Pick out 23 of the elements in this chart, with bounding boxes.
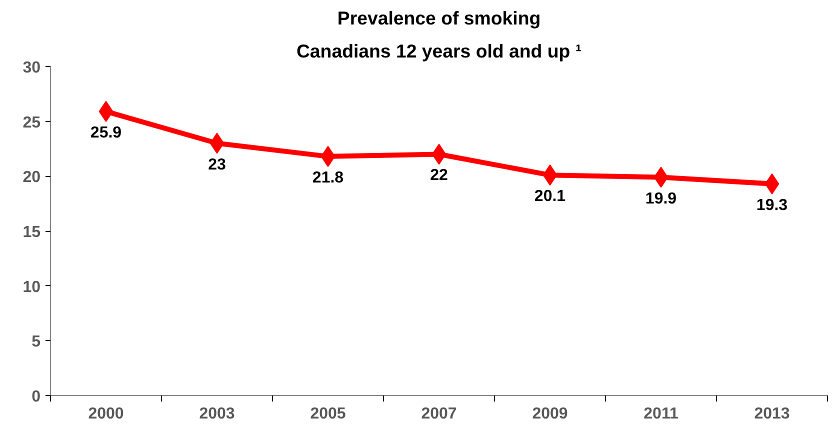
data-label: 19.3 <box>756 196 788 214</box>
x-tick-label: 2011 <box>644 406 678 422</box>
y-tick-label: 20 <box>22 169 41 186</box>
x-tick-label: 2007 <box>421 406 457 422</box>
data-label: 20.1 <box>534 188 566 206</box>
x-tick-label: 2013 <box>754 406 790 422</box>
chart-title: Prevalence of smoking <box>337 8 541 28</box>
y-tick-label: 0 <box>32 388 41 406</box>
chart-subtitle: Canadians 12 years old and up ¹ <box>296 40 582 62</box>
y-tick-label: 10 <box>22 278 41 296</box>
x-tick-label: 2009 <box>532 406 568 422</box>
y-tick-label: 5 <box>32 334 41 351</box>
y-tick-label: 30 <box>22 60 41 76</box>
data-label: 22 <box>430 167 448 184</box>
data-label: 21.8 <box>312 169 344 186</box>
y-tick-label: 25 <box>22 114 41 132</box>
x-tick-label: 2000 <box>88 406 124 422</box>
x-tick-label: 2003 <box>199 406 235 422</box>
data-label: 19.9 <box>645 190 677 208</box>
data-label: 23 <box>208 156 226 174</box>
data-label: 25.9 <box>90 124 122 142</box>
y-tick-label: 15 <box>22 224 41 241</box>
x-tick-label: 2005 <box>310 406 346 422</box>
